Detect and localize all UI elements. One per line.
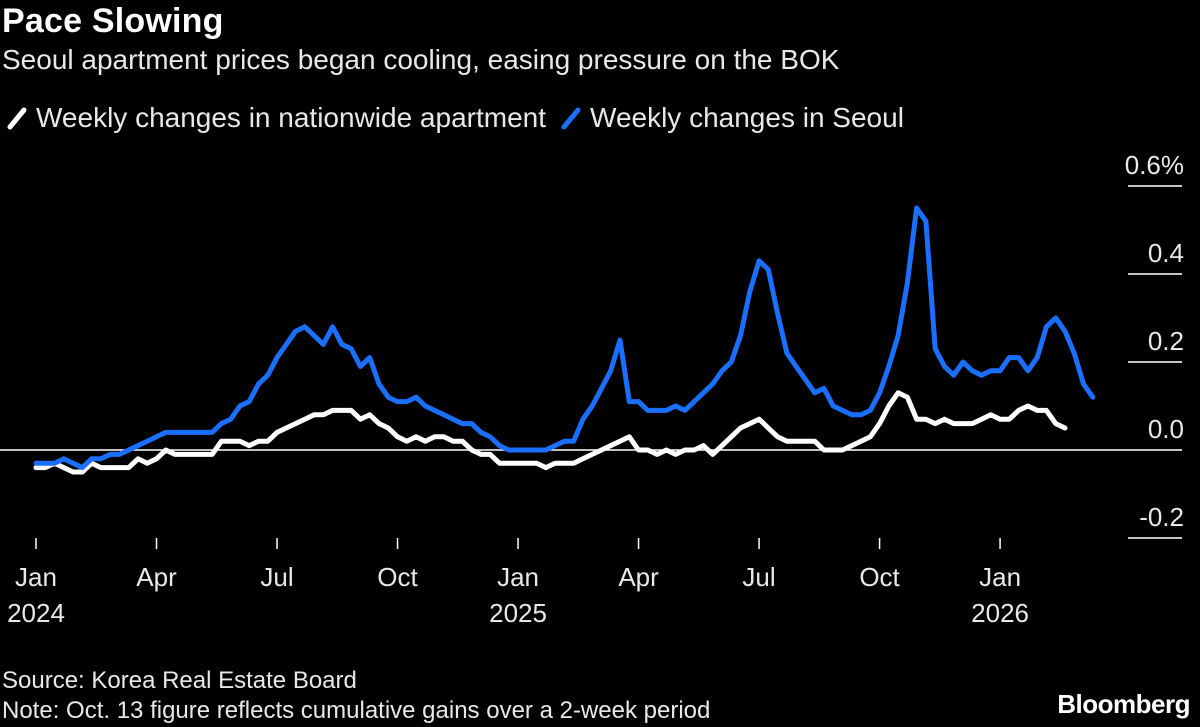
y-tick-label: -0.2 [1139, 502, 1184, 532]
y-tick-label: 0.4 [1148, 238, 1184, 268]
y-tick-label: 0.0 [1148, 414, 1184, 444]
x-tick-label-month: Jul [742, 562, 775, 592]
x-tick-label-year: 2024 [7, 598, 65, 628]
x-tick-label-year: 2026 [971, 598, 1029, 628]
x-tick-label-month: Apr [618, 562, 659, 592]
legend: Weekly changes in nationwide apartment W… [6, 102, 918, 134]
x-tick-label-month: Oct [859, 562, 900, 592]
series-line-seoul [33, 205, 1096, 471]
legend-label-nationwide: Weekly changes in nationwide apartment [36, 102, 547, 133]
x-tick-label-year: 2025 [489, 598, 547, 628]
x-tick-label-month: Jul [260, 562, 293, 592]
legend-label-seoul: Weekly changes in Seoul [590, 102, 904, 133]
x-tick-label-month: Jan [15, 562, 57, 592]
y-tick-label: 0.2 [1148, 326, 1184, 356]
x-tick-label-month: Oct [377, 562, 418, 592]
bloomberg-logo: Bloomberg [1057, 689, 1190, 719]
x-tick-label-month: Apr [136, 562, 177, 592]
source-text: Source: Korea Real Estate Board [2, 667, 357, 694]
x-tick-label-month: Jan [497, 562, 539, 592]
y-tick-label: 0.6% [1125, 150, 1184, 180]
legend-swatch-nationwide [7, 107, 27, 130]
chart-title: Pace Slowing [2, 2, 224, 40]
source-note: Source: Korea Real Estate Board Note: Oc… [2, 666, 710, 726]
footnote-text: Note: Oct. 13 figure reflects cumulative… [2, 697, 711, 724]
x-tick-label-month: Jan [979, 562, 1021, 592]
chart-subtitle: Seoul apartment prices began cooling, ea… [2, 44, 840, 75]
legend-swatch-seoul [561, 107, 581, 130]
legend-item-seoul: Weekly changes in Seoul [560, 102, 904, 134]
legend-item-nationwide: Weekly changes in nationwide apartment [6, 102, 546, 134]
series-line-nationwide [33, 390, 1068, 475]
